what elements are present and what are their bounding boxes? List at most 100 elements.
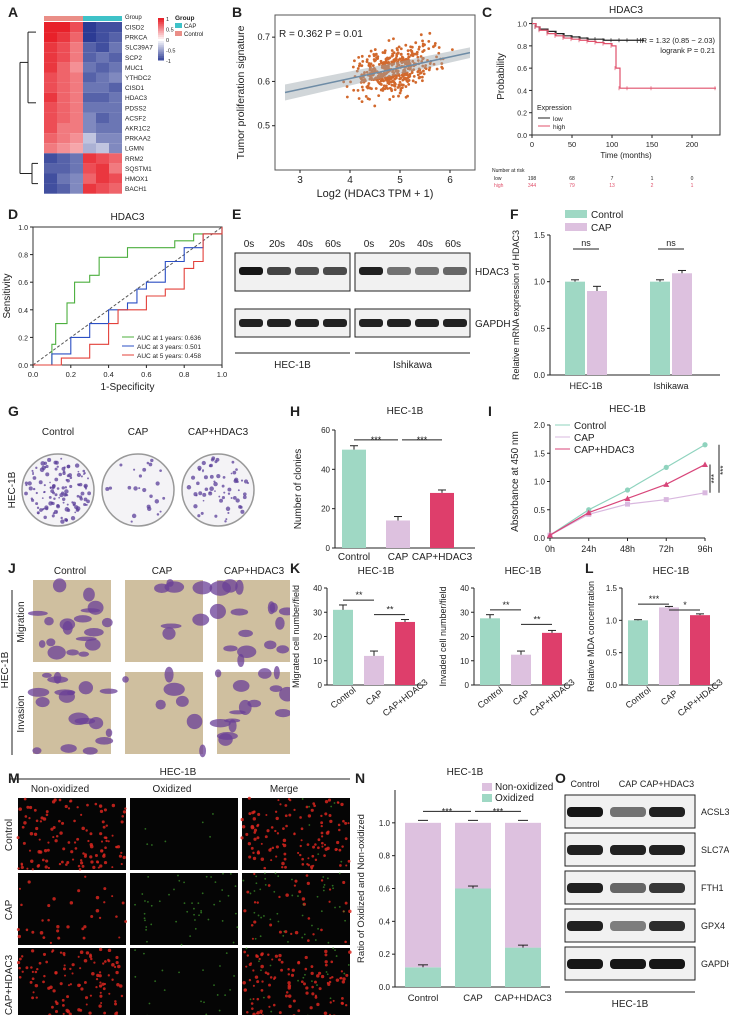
red-signal	[20, 903, 23, 907]
red-signal	[69, 800, 72, 803]
green-signal	[291, 894, 294, 897]
red-signal	[73, 841, 77, 844]
bar	[364, 655, 384, 685]
sig-label: ***	[649, 594, 660, 604]
red-signal	[298, 890, 302, 894]
green-signal	[222, 872, 224, 875]
red-signal	[265, 813, 268, 816]
red-signal	[276, 832, 280, 835]
red-signal	[245, 965, 248, 968]
red-signal	[255, 954, 258, 957]
scatter-point	[435, 67, 439, 71]
scatter-point	[383, 49, 387, 53]
colony	[155, 481, 160, 486]
colony	[65, 519, 68, 522]
scatter-point	[422, 72, 426, 76]
green-signal	[193, 913, 195, 916]
green-signal	[150, 844, 153, 846]
heat-cell	[57, 112, 70, 123]
red-signal	[348, 950, 352, 954]
red-signal	[54, 1009, 59, 1014]
green-signal	[205, 875, 208, 878]
green-signal	[200, 909, 203, 912]
colony	[232, 470, 237, 475]
green-signal	[282, 934, 285, 937]
heat-cell	[83, 82, 96, 93]
red-signal	[275, 816, 279, 821]
roc-d: HDAC3 AUC at 1 years: 0.636 AUC at 3 years…	[2, 212, 227, 393]
colony	[53, 509, 58, 515]
heat-cell	[44, 72, 57, 83]
red-signal	[49, 985, 53, 990]
heat-cell	[83, 112, 96, 123]
red-signal	[102, 962, 105, 965]
band-gapdh	[387, 319, 411, 327]
fluorescence-image	[18, 948, 126, 1015]
stained-cell	[35, 697, 50, 708]
chart-title: HEC-1B	[358, 566, 395, 577]
heat-cell	[109, 52, 122, 63]
bar	[650, 281, 670, 375]
stained-cell	[214, 669, 222, 678]
red-signal	[90, 860, 94, 864]
red-signal	[99, 832, 103, 836]
red-signal	[256, 980, 260, 984]
scatter-point	[420, 75, 424, 79]
red-signal	[69, 901, 74, 905]
red-signal	[89, 855, 93, 859]
green-signal	[259, 888, 262, 891]
legend-label: CAP	[591, 223, 612, 234]
heat-cell	[83, 163, 96, 174]
red-signal	[306, 862, 309, 866]
red-signal	[99, 991, 102, 994]
scale-cell	[158, 32, 164, 36]
red-signal	[280, 968, 283, 972]
legend-title: Expression	[537, 105, 572, 112]
chart-title: HEC-1B	[505, 566, 542, 577]
sig-label: **	[386, 605, 394, 615]
red-signal	[63, 967, 66, 971]
red-signal	[81, 864, 85, 868]
red-signal	[83, 958, 88, 963]
legend-label-cap: CAP	[184, 24, 196, 30]
series-marker	[702, 461, 708, 468]
heat-cell	[57, 32, 70, 43]
colony	[198, 468, 201, 471]
scatter-point	[401, 60, 405, 64]
colony	[198, 491, 203, 496]
colony	[66, 503, 69, 506]
heat-cell	[70, 123, 83, 134]
red-signal	[312, 802, 316, 806]
red-signal	[28, 849, 32, 852]
scatter-point	[390, 83, 394, 87]
gene-label: CISD1	[125, 85, 145, 92]
scatter-point	[419, 55, 423, 58]
green-signal	[146, 843, 149, 846]
y-tick-label: 20	[313, 633, 322, 642]
red-signal	[21, 970, 24, 973]
scatter-point	[392, 80, 396, 84]
red-signal	[284, 865, 287, 869]
red-signal	[297, 851, 300, 855]
red-signal	[115, 970, 119, 975]
colony	[202, 470, 204, 473]
scatter-point	[357, 55, 361, 59]
sig-label: ***	[442, 806, 453, 816]
red-signal	[122, 855, 126, 860]
heat-cell	[96, 153, 109, 164]
green-signal	[218, 1009, 221, 1012]
heat-cell	[83, 173, 96, 184]
green-signal	[322, 889, 325, 892]
red-signal	[324, 949, 328, 954]
heat-cell	[57, 163, 70, 174]
blot-band	[610, 845, 646, 855]
red-signal	[270, 859, 273, 862]
red-signal	[320, 841, 324, 845]
x-category-label: CAP	[659, 688, 680, 707]
heat-cell	[109, 112, 122, 123]
red-signal	[321, 845, 324, 848]
green-signal	[210, 876, 212, 878]
colony	[243, 492, 247, 496]
green-signal	[180, 943, 183, 946]
colony	[138, 487, 141, 490]
